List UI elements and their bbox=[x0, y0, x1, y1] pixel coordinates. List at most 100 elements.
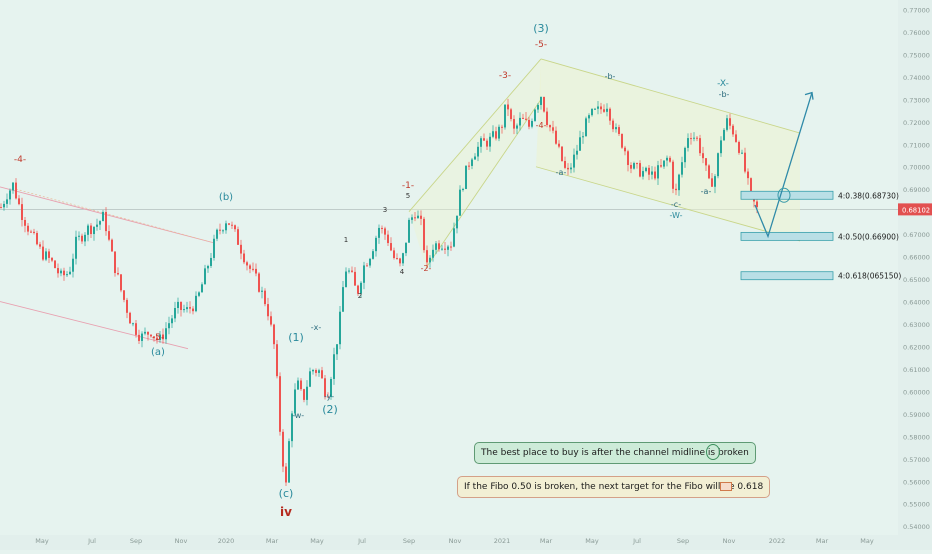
candle-body bbox=[642, 171, 644, 177]
note-buy-after-midline: The best place to buy is after the chann… bbox=[474, 442, 756, 464]
candle-body bbox=[141, 333, 143, 341]
candle-body bbox=[621, 133, 623, 148]
wave-label: -x- bbox=[311, 323, 322, 332]
candle-body bbox=[678, 174, 680, 191]
candle-body bbox=[39, 244, 41, 247]
fib-level-box bbox=[740, 231, 834, 241]
candle-body bbox=[411, 217, 413, 220]
y-tick-label: 0.60000 bbox=[903, 388, 930, 396]
candle-body bbox=[702, 153, 704, 159]
candle-body bbox=[264, 290, 266, 305]
x-tick-label: May bbox=[860, 537, 874, 545]
y-tick-label: 0.63000 bbox=[903, 321, 930, 329]
candle-body bbox=[96, 224, 98, 227]
candle-body bbox=[240, 244, 242, 254]
candle-body bbox=[318, 370, 320, 373]
x-tick-label: Mar bbox=[266, 537, 279, 545]
candle-body bbox=[204, 268, 206, 285]
candle-body bbox=[366, 265, 368, 267]
candle-body bbox=[654, 171, 656, 179]
candle-body bbox=[222, 230, 224, 232]
circle-icon bbox=[706, 444, 720, 460]
wave-label: -2- bbox=[421, 264, 432, 273]
candle-body bbox=[486, 140, 488, 147]
candle-body bbox=[690, 138, 692, 140]
candle-body bbox=[423, 218, 425, 251]
channel-fill bbox=[536, 58, 800, 241]
candle-body bbox=[189, 307, 191, 309]
candle-body bbox=[663, 160, 665, 167]
candle-body bbox=[177, 301, 179, 308]
candle-body bbox=[33, 231, 35, 233]
candle-body bbox=[114, 251, 116, 274]
candle-body bbox=[135, 323, 137, 335]
candle-body bbox=[375, 237, 377, 252]
candle-body bbox=[24, 219, 26, 226]
candle-body bbox=[681, 162, 683, 175]
candle-body bbox=[687, 138, 689, 148]
y-tick-label: 0.75000 bbox=[903, 51, 930, 59]
candle-body bbox=[153, 336, 155, 338]
candle-body bbox=[126, 299, 128, 313]
wave-label: (c) bbox=[279, 487, 294, 500]
candle-body bbox=[351, 270, 353, 272]
current-price-label: 0.68102 bbox=[902, 206, 930, 214]
candle-body bbox=[630, 165, 632, 169]
candle-body bbox=[144, 331, 146, 334]
candle-body bbox=[648, 167, 650, 175]
fib-level-label: 4:0.618(065150) bbox=[838, 272, 901, 281]
wave-label: 3 bbox=[383, 206, 387, 214]
y-tick-label: 0.65000 bbox=[903, 276, 930, 284]
candle-body bbox=[357, 285, 359, 294]
wave-label: -c- bbox=[671, 200, 681, 209]
candle-body bbox=[447, 246, 449, 250]
candle-body bbox=[726, 118, 728, 130]
y-tick-label: 0.66000 bbox=[903, 254, 930, 262]
x-tick-label: May bbox=[310, 537, 324, 545]
candle-body bbox=[210, 257, 212, 266]
candle-body bbox=[66, 274, 68, 276]
candle-body bbox=[549, 125, 551, 128]
wave-label: (a) bbox=[151, 347, 165, 358]
y-tick-label: 0.62000 bbox=[903, 343, 930, 351]
candle-body bbox=[384, 228, 386, 235]
candle-body bbox=[132, 323, 134, 325]
x-tick-label: Nov bbox=[449, 537, 462, 545]
candle-body bbox=[297, 380, 299, 390]
candle-body bbox=[363, 265, 365, 283]
candle-body bbox=[741, 152, 743, 154]
candle-body bbox=[303, 389, 305, 400]
candle-body bbox=[234, 225, 236, 230]
candle-body bbox=[348, 270, 350, 272]
candle-body bbox=[390, 243, 392, 251]
y-tick-label: 0.59000 bbox=[903, 411, 930, 419]
candle-body bbox=[255, 268, 257, 274]
candle-body bbox=[756, 201, 758, 208]
candle-body bbox=[129, 312, 131, 324]
wave-label: -b- bbox=[605, 72, 616, 81]
candle-body bbox=[462, 188, 464, 190]
candle-body bbox=[273, 324, 275, 345]
wave-label: -a- bbox=[556, 168, 567, 177]
candle-body bbox=[396, 258, 398, 260]
candle-body bbox=[381, 227, 383, 229]
wave-label: -3- bbox=[499, 71, 511, 81]
candle-body bbox=[294, 389, 296, 414]
candle-body bbox=[438, 243, 440, 250]
y-tick-label: 0.64000 bbox=[903, 299, 930, 307]
candle-body bbox=[603, 109, 605, 112]
candle-body bbox=[699, 138, 701, 154]
candle-body bbox=[624, 147, 626, 152]
y-tick-label: 0.72000 bbox=[903, 119, 930, 127]
y-tick-label: 0.71000 bbox=[903, 141, 930, 149]
x-tick-label: Nov bbox=[175, 537, 188, 545]
candle-body bbox=[231, 224, 233, 226]
candle-body bbox=[492, 131, 494, 137]
candle-body bbox=[459, 189, 461, 216]
candle-body bbox=[615, 127, 617, 130]
x-tick-label: May bbox=[585, 537, 599, 545]
candle-body bbox=[594, 108, 596, 110]
wave-label: (2) bbox=[322, 403, 338, 416]
candle-body bbox=[744, 152, 746, 172]
